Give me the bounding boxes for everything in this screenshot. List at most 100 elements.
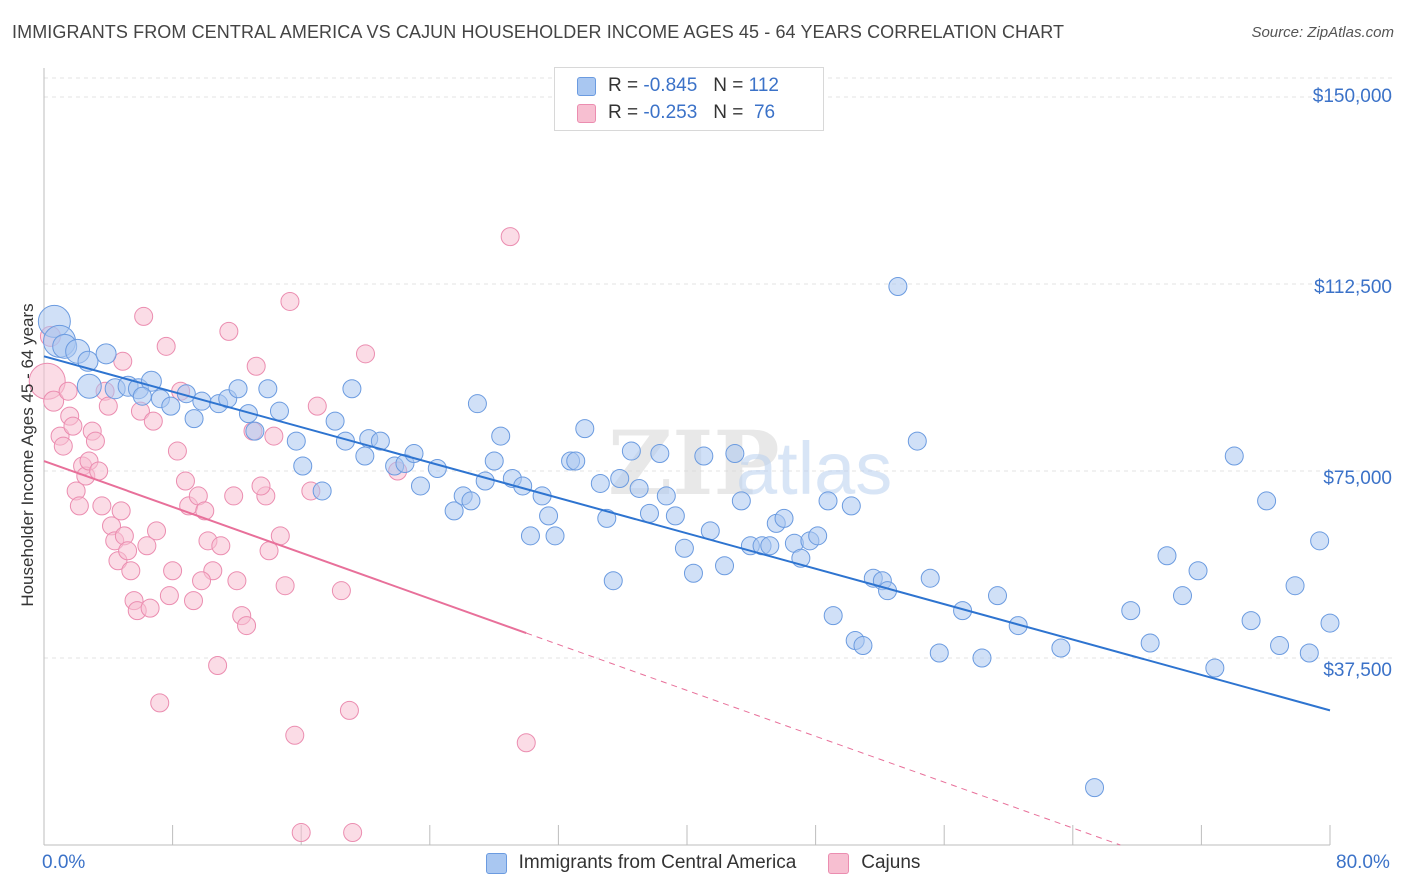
central-america-point-54 (590, 473, 610, 493)
cajun-point-4 (53, 436, 73, 456)
source-label: Source: ZipAtlas.com (1251, 24, 1394, 41)
cajun-point-49 (219, 321, 239, 341)
central-america-point-95 (1008, 616, 1028, 636)
central-america-point-61 (650, 444, 670, 464)
cajun-point-5 (58, 381, 78, 401)
legend-item-cajuns[interactable]: Cajuns (828, 852, 920, 874)
central-america-point-111 (1320, 613, 1340, 633)
y-tick-label-37500: $37,500 (1323, 660, 1392, 681)
central-america-point-96 (1051, 638, 1071, 658)
central-america-point-50 (545, 526, 565, 546)
central-america-point-97 (1085, 778, 1105, 798)
central-america-trend-line (43, 355, 1331, 712)
stats-legend: R = -0.845 N = 112 R = -0.253 N = 76 (554, 67, 824, 131)
central-america-point-90 (920, 568, 940, 588)
central-america-point-27 (325, 411, 345, 431)
trend-lines (43, 355, 1331, 846)
central-america-point-94 (988, 586, 1008, 606)
central-america-point-56 (610, 468, 630, 488)
cajun-trend-line (43, 460, 527, 635)
pink-swatch (577, 103, 596, 123)
central-america-point-106 (1257, 491, 1277, 511)
r-value: -0.845 (643, 75, 698, 96)
central-america-point-36 (410, 476, 430, 496)
central-america-point-109 (1299, 643, 1319, 663)
stats-row-central-america: R = -0.845 N = 112 (577, 73, 779, 99)
cajun-point-34 (150, 693, 170, 713)
central-america-point-66 (694, 446, 714, 466)
central-america-points (37, 276, 1340, 798)
cajun-point-62 (285, 725, 305, 745)
legend-item-central-america[interactable]: Immigrants from Central America (485, 852, 796, 874)
central-america-point-69 (725, 444, 745, 464)
cajun-trend-extension (526, 632, 1121, 846)
central-america-point-53 (575, 419, 595, 439)
cajun-point-47 (208, 655, 228, 675)
central-america-point-68 (715, 556, 735, 576)
central-america-point-16 (184, 409, 204, 429)
chart-title: IMMIGRANTS FROM CENTRAL AMERICA VS CAJUN… (12, 22, 1065, 42)
cajun-point-53 (237, 616, 257, 636)
central-america-point-81 (823, 606, 843, 626)
central-america-point-49 (539, 506, 559, 526)
central-america-point-47 (520, 526, 540, 546)
cajun-point-44 (195, 501, 215, 521)
cajun-point-65 (307, 396, 327, 416)
cajun-point-2 (43, 390, 65, 412)
cajun-point-25 (121, 561, 141, 581)
central-america-point-59 (629, 478, 649, 498)
cajun-point-66 (331, 581, 351, 601)
cajun-point-72 (516, 733, 536, 753)
central-america-point-62 (656, 486, 676, 506)
central-america-point-65 (683, 563, 703, 583)
cajun-point-33 (147, 521, 167, 541)
watermark-atlas: atlas (736, 427, 892, 510)
n-value: 112 (748, 75, 779, 96)
central-america-point-24 (286, 431, 306, 451)
central-america-point-75 (774, 508, 794, 528)
r-value: -0.253 (643, 102, 698, 123)
central-america-point-100 (1157, 546, 1177, 566)
pink-legend-swatch (828, 852, 850, 874)
cajun-point-69 (356, 344, 375, 364)
central-america-point-55 (597, 508, 617, 528)
central-america-point-63 (665, 506, 685, 526)
cajun-point-61 (280, 291, 300, 311)
cajun-point-32 (143, 411, 163, 431)
central-america-point-38 (444, 501, 464, 521)
cajun-point-7 (63, 416, 83, 436)
central-america-point-25 (293, 456, 313, 476)
watermark-zip: ZIP (608, 411, 780, 515)
cajun-point-63 (291, 823, 311, 843)
central-america-point-101 (1173, 586, 1193, 606)
blue-legend-swatch (485, 852, 507, 874)
central-america-point-91 (929, 643, 949, 663)
y-tick-label-150000: $150,000 (1312, 86, 1392, 107)
central-america-point-89 (907, 431, 927, 451)
central-america-point-32 (370, 431, 390, 451)
central-america-point-40 (461, 491, 481, 511)
cajun-point-38 (167, 441, 187, 461)
cajun-point-36 (159, 586, 179, 606)
watermark: ZIP atlas (608, 411, 892, 515)
central-america-point-80 (818, 491, 838, 511)
cajun-point-48 (211, 536, 231, 556)
central-america-point-20 (238, 404, 258, 424)
central-america-point-73 (760, 536, 780, 556)
cajun-point-71 (500, 227, 520, 247)
central-america-point-52 (566, 451, 586, 471)
cajun-point-31 (140, 598, 160, 618)
central-america-point-84 (853, 636, 873, 656)
r-label: R = (608, 102, 639, 123)
central-america-point-110 (1310, 531, 1330, 551)
cajun-point-18 (98, 396, 118, 416)
central-america-point-31 (355, 446, 375, 466)
cajuns-points (28, 227, 536, 843)
central-america-point-92 (953, 601, 973, 621)
central-america-point-93 (972, 648, 992, 668)
central-america-point-13 (161, 396, 181, 416)
blue-swatch (577, 76, 596, 96)
cajun-point-37 (163, 561, 183, 581)
cajun-point-30 (137, 536, 157, 556)
